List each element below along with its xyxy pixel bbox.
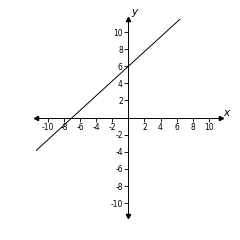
Text: y: y (131, 7, 137, 18)
Text: x: x (223, 108, 229, 118)
